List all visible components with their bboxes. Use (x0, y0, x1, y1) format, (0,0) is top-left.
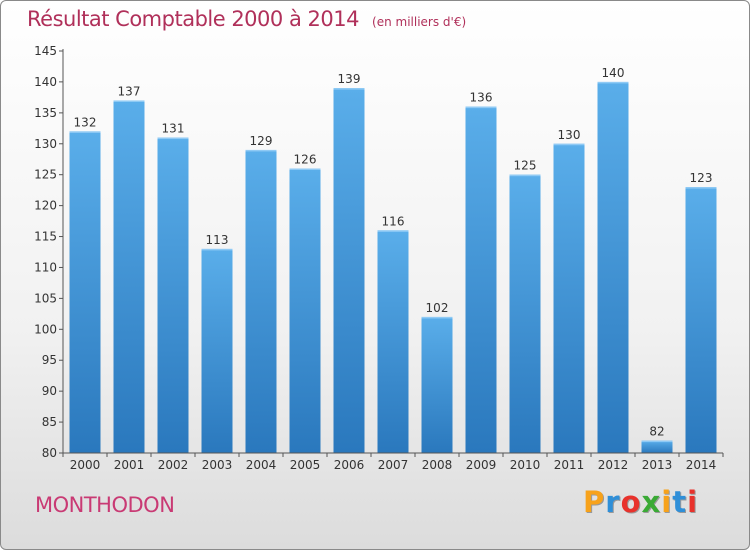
bar-highlight-2009 (465, 106, 497, 109)
value-label-2007: 116 (382, 214, 405, 228)
value-label-2000: 132 (74, 115, 97, 129)
value-label-2001: 137 (118, 84, 141, 98)
bar-2012 (597, 81, 629, 453)
bars-group: 132 137 131 113 129 126 139 116 102 136 125 130 140 8… (69, 66, 717, 454)
bar-2014 (685, 187, 717, 454)
logo-letter: o (620, 485, 642, 519)
x-tick-label-2006: 2006 (334, 458, 365, 472)
chart-title: Résultat Comptable 2000 à 2014 (27, 7, 359, 31)
x-tick-label-2010: 2010 (510, 458, 541, 472)
x-tick-label-2009: 2009 (466, 458, 497, 472)
bar-highlight-2001 (113, 100, 145, 102)
x-tick-label-2004: 2004 (246, 458, 277, 472)
bar-2006 (333, 88, 365, 453)
value-label-2004: 129 (250, 134, 273, 148)
axes-group: 80 85 90 95 100 105 110 115 120 125 130 135 140 145 20… (34, 44, 724, 472)
value-label-2003: 113 (206, 233, 229, 247)
bar-2009 (465, 106, 497, 454)
y-tick-label-110: 110 (34, 260, 57, 274)
x-tick-label-2003: 2003 (202, 458, 233, 472)
value-label-2008: 102 (426, 301, 449, 315)
y-tick-label-100: 100 (34, 322, 57, 336)
bar-2001 (113, 100, 145, 453)
value-label-2006: 139 (338, 72, 361, 86)
y-tick-label-125: 125 (34, 168, 57, 182)
bar-2003 (201, 248, 233, 453)
bar-2004 (245, 149, 277, 453)
y-tick-label-145: 145 (34, 44, 57, 58)
value-label-2005: 126 (294, 153, 317, 167)
bar-2000 (69, 131, 101, 453)
bar-highlight-2006 (333, 88, 365, 90)
y-tick-label-120: 120 (34, 199, 57, 213)
bar-highlight-2008 (421, 316, 453, 319)
bar-highlight-2002 (157, 137, 189, 140)
logo-letter: r (605, 485, 621, 519)
y-tick-label-95: 95 (42, 353, 57, 367)
bar-highlight-2012 (597, 81, 629, 84)
value-label-2011: 130 (558, 128, 581, 142)
bar-highlight-2000 (69, 131, 101, 133)
bar-2007 (377, 230, 409, 453)
value-label-2010: 125 (514, 159, 537, 173)
bar-highlight-2004 (245, 149, 277, 152)
value-label-2014: 123 (690, 171, 713, 185)
bar-2002 (157, 137, 189, 454)
x-tick-label-2013: 2013 (642, 458, 673, 472)
value-label-2002: 131 (162, 122, 185, 136)
bar-highlight-2010 (509, 174, 541, 177)
y-tick-label-90: 90 (42, 384, 57, 398)
x-tick-label-2000: 2000 (70, 458, 101, 472)
bar-2011 (553, 143, 585, 453)
bar-highlight-2014 (685, 187, 717, 189)
x-tick-label-2001: 2001 (114, 458, 145, 472)
x-tick-label-2005: 2005 (290, 458, 321, 472)
bar-highlight-2007 (377, 230, 409, 232)
y-tick-label-80: 80 (42, 446, 57, 460)
y-tick-label-105: 105 (34, 291, 57, 305)
y-tick-label-135: 135 (34, 106, 57, 120)
bar-2013 (641, 440, 673, 453)
value-label-2009: 136 (470, 91, 493, 105)
x-tick-label-2008: 2008 (422, 458, 453, 472)
y-tick-label-140: 140 (34, 75, 57, 89)
value-label-2012: 140 (602, 66, 625, 80)
x-tick-label-2014: 2014 (686, 458, 717, 472)
bar-highlight-2011 (553, 143, 585, 146)
x-tick-label-2012: 2012 (598, 458, 629, 472)
proxiti-logo: Proxiti (583, 485, 698, 519)
bar-highlight-2003 (201, 248, 233, 251)
x-tick-label-2002: 2002 (158, 458, 189, 472)
value-label-2013: 82 (649, 425, 664, 439)
bar-highlight-2005 (289, 168, 321, 171)
logo-letter: x (641, 485, 662, 519)
bar-2005 (289, 168, 321, 453)
bar-2010 (509, 174, 541, 453)
chart-subtitle: (en milliers d'€) (372, 15, 467, 29)
logo-letter: t (672, 485, 688, 519)
logo-letter: i (687, 485, 699, 519)
bar-highlight-2013 (641, 440, 673, 443)
logo-letter: i (661, 485, 673, 519)
title-row: Résultat Comptable 2000 à 2014 (en milli… (27, 7, 466, 31)
x-tick-label-2007: 2007 (378, 458, 409, 472)
y-tick-label-130: 130 (34, 137, 57, 151)
y-tick-label-115: 115 (34, 230, 57, 244)
y-tick-label-85: 85 (42, 415, 57, 429)
commune-name: MONTHODON (35, 493, 175, 517)
logo-letter: P (583, 485, 606, 519)
x-tick-label-2011: 2011 (554, 458, 585, 472)
bar-2008 (421, 316, 453, 453)
